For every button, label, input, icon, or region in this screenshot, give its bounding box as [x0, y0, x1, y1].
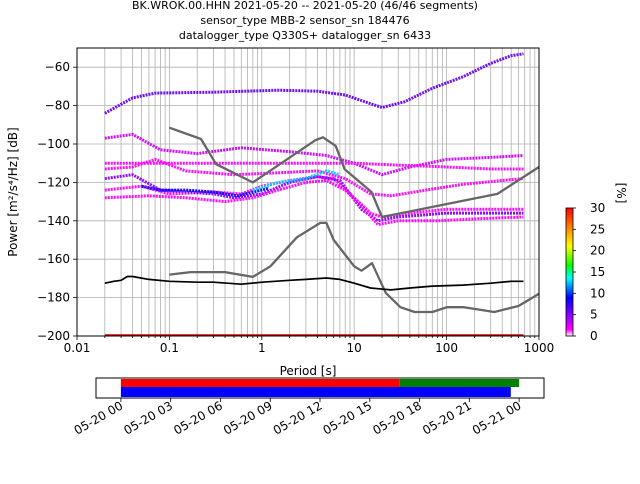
x-axis-label: Period [s]	[280, 364, 337, 378]
timeline-tick-label: 05-21 00	[470, 398, 524, 437]
colorbar-tick-label: 20	[590, 244, 605, 258]
timeline-bars	[120, 379, 520, 397]
high-noise-model-line	[169, 126, 539, 219]
psd-density-bands	[104, 52, 524, 336]
y-tick-label: −180	[37, 291, 70, 305]
colorbar-ticks: 0 5 10 15 20 25 30	[573, 201, 605, 343]
y-tick-label: −100	[37, 137, 70, 151]
low-noise-model-line	[169, 221, 539, 314]
x-tick-label: 10	[347, 341, 362, 355]
title-line-3: datalogger_type Q330S+ datalogger_sn 643…	[179, 29, 431, 42]
colorbar	[565, 207, 574, 337]
timeline-bar	[120, 379, 400, 387]
psd-band	[141, 184, 270, 198]
timeline-tick-label: 05-20 21	[420, 398, 474, 437]
y-tick-label: −120	[37, 175, 70, 189]
x-tick-label: 100	[435, 341, 458, 355]
x-tick-label: 1000	[524, 341, 555, 355]
timeline-tick-label: 05-20 00	[72, 398, 126, 437]
y-axis-ticks: −60 −80 −100 −120 −140 −160 −180 −200	[37, 60, 77, 343]
title-line-1: BK.WROK.00.HHN 2021-05-20 -- 2021-05-20 …	[132, 0, 478, 12]
psd-band	[104, 179, 524, 227]
noise-model-lines	[104, 126, 539, 314]
psd-band	[104, 157, 524, 198]
y-tick-label: −140	[37, 214, 70, 228]
x-tick-label: 1	[258, 341, 266, 355]
colorbar-tick-label: 0	[590, 329, 598, 343]
mode-line	[104, 275, 524, 291]
colorbar-tick-label: 5	[590, 308, 598, 322]
y-tick-label: −80	[45, 99, 70, 113]
timeline-tick-label: 05-20 09	[221, 398, 275, 437]
y-axis-label: Power [m²/s⁴/Hz] [dB]	[6, 127, 20, 256]
x-tick-label: 0.1	[160, 341, 179, 355]
y-tick-label: −200	[37, 329, 70, 343]
psd-band	[104, 52, 524, 115]
timeline-tick-label: 05-20 12	[271, 398, 325, 437]
colorbar-tick-label: 15	[590, 265, 605, 279]
timeline-tick-label: 05-20 03	[121, 398, 175, 437]
psd-band	[104, 132, 524, 177]
timeline-bar	[399, 379, 520, 387]
x-tick-label: 0.01	[64, 341, 91, 355]
psd-band	[252, 169, 341, 192]
y-tick-label: −160	[37, 252, 70, 266]
colorbar-tick-label: 30	[590, 201, 605, 215]
psd-band	[104, 173, 524, 223]
title-line-2: sensor_type MBB-2 sensor_sn 184476	[200, 14, 409, 27]
colorbar-tick-label: 25	[590, 222, 605, 236]
plot-frame	[76, 47, 540, 337]
x-axis-ticks: 0.01 0.1 1 10 100 1000	[64, 336, 555, 355]
timeline-tick-label: 05-20 15	[321, 398, 375, 437]
colorbar-tick-label: 10	[590, 286, 605, 300]
timeline-bar	[120, 387, 511, 397]
timeline-tick-label: 05-20 06	[171, 398, 225, 437]
y-tick-label: −60	[45, 60, 70, 74]
timeline-tick-label: 05-20 18	[370, 398, 424, 437]
colorbar-label: [%]	[614, 183, 628, 204]
